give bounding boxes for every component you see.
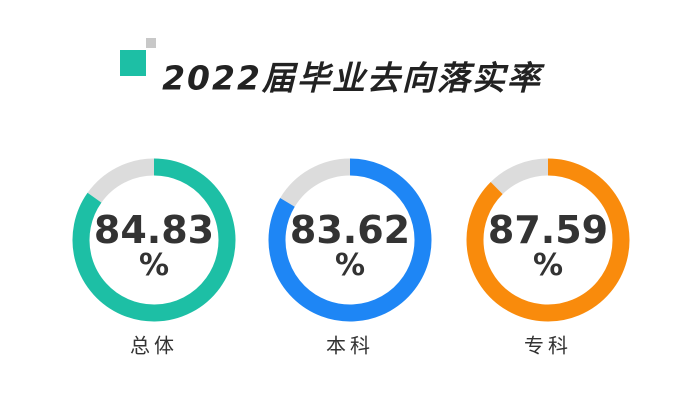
value-label: 84.83% — [94, 208, 214, 283]
value-unit: % — [139, 248, 169, 283]
category-label: 本科 — [326, 334, 374, 358]
category-label: 总体 — [130, 334, 178, 358]
value-number: 83.62 — [290, 208, 410, 252]
donut-track — [280, 158, 351, 208]
value-number: 87.59 — [488, 208, 608, 252]
value-unit: % — [335, 248, 365, 283]
value-number: 84.83 — [94, 208, 214, 252]
value-label: 87.59% — [488, 208, 608, 283]
title-decoration — [120, 50, 146, 76]
value-label: 83.62% — [290, 208, 410, 283]
donut-track — [490, 158, 549, 195]
donut-arc — [466, 158, 630, 322]
value-unit: % — [533, 248, 563, 283]
donut-arc — [268, 158, 432, 322]
donut-track — [87, 158, 155, 203]
category-label: 专科 — [524, 334, 572, 358]
title-decoration — [146, 38, 156, 48]
chart-title: 2022届毕业去向落实率 — [162, 59, 545, 98]
donut-arc — [72, 158, 236, 322]
